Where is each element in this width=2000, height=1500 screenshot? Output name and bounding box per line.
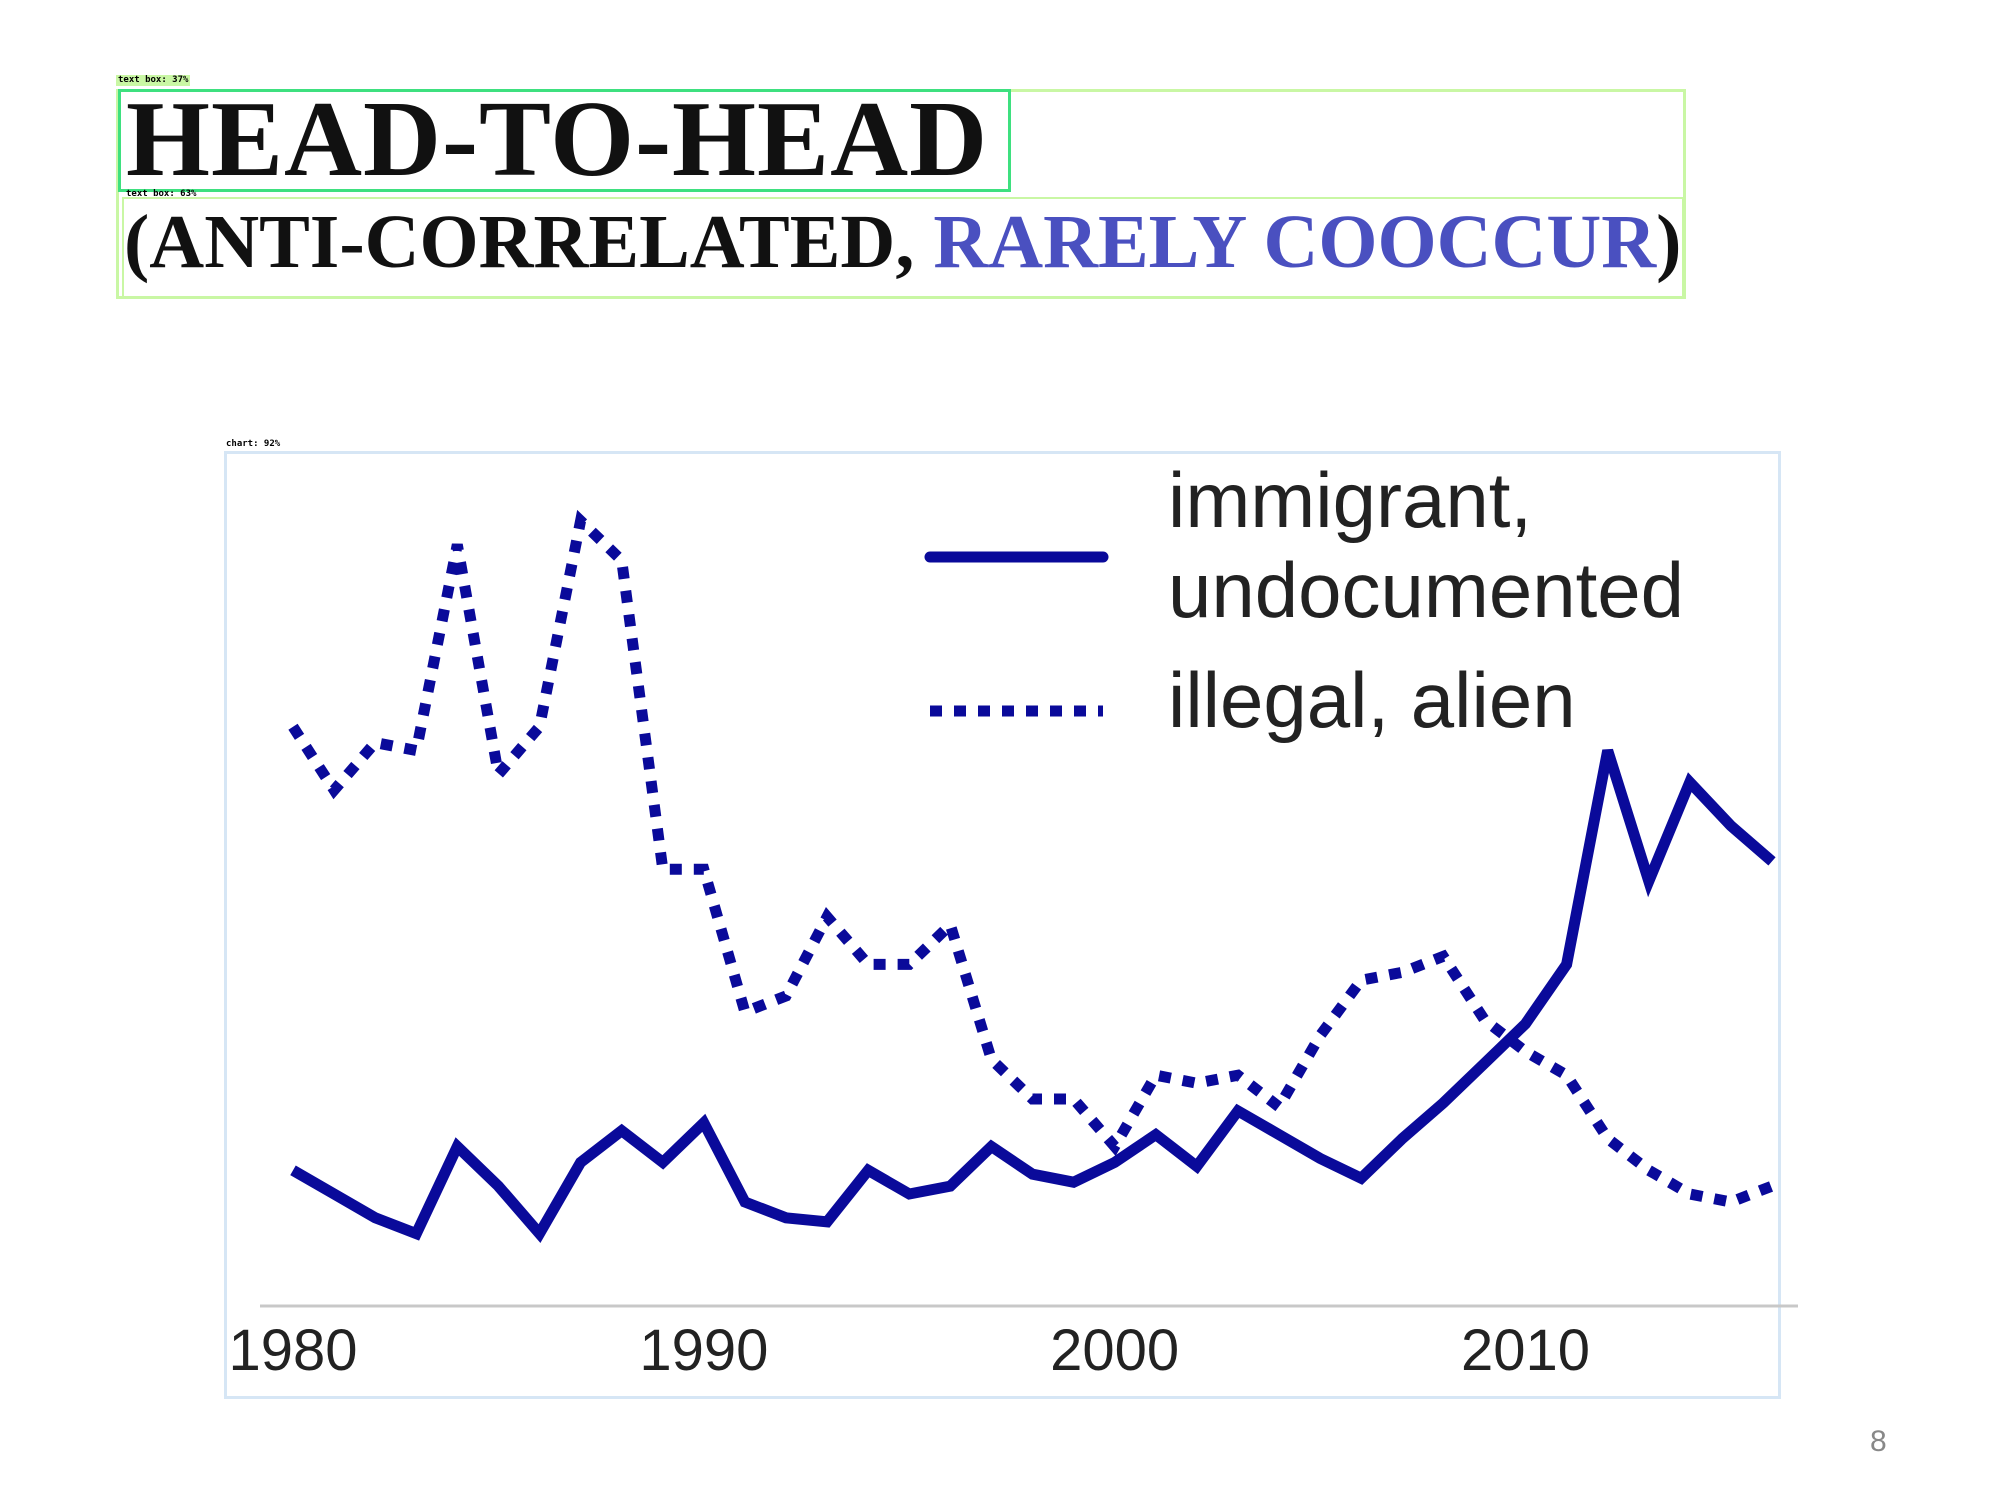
chart-detection-label: chart: 92% (226, 439, 281, 449)
legend-label: undocumented (1168, 546, 1684, 634)
legend-label: immigrant, (1168, 456, 1532, 544)
x-tick-labels: 1980 1990 2000 2010 (228, 1318, 1590, 1383)
subtitle-open: (ANTI-CORRELATED, (124, 200, 934, 284)
subtitle-detection-label: text box: 63% (126, 189, 197, 199)
title-detection-label: text box: 37% (116, 75, 191, 86)
page-number: 8 (1870, 1425, 1887, 1458)
legend-label: illegal, alien (1168, 656, 1576, 744)
series-line-immigrant-undocumented (290, 748, 1776, 1244)
x-tick-label: 2000 (1050, 1318, 1179, 1383)
subtitle-accent: RARELY COOCCUR (933, 200, 1657, 284)
chart-detection-box (224, 451, 1781, 1399)
subtitle-close: ) (1656, 200, 1682, 284)
series-layer (288, 509, 1776, 1244)
subtitle-detection-box (122, 197, 1684, 298)
title-line-detection-box (118, 89, 1011, 192)
slide-title: HEAD-TO-HEAD (126, 80, 989, 199)
x-tick-label: 1980 (228, 1318, 357, 1383)
legend: immigrant,undocumented illegal, alien (924, 456, 1684, 744)
x-tick-label: 2010 (1461, 1318, 1590, 1383)
slide-subtitle: (ANTI-CORRELATED, RARELY COOCCUR) (124, 200, 1681, 284)
x-tick-label: 1990 (639, 1318, 768, 1383)
series-line-illegal-alien (288, 509, 1774, 1208)
